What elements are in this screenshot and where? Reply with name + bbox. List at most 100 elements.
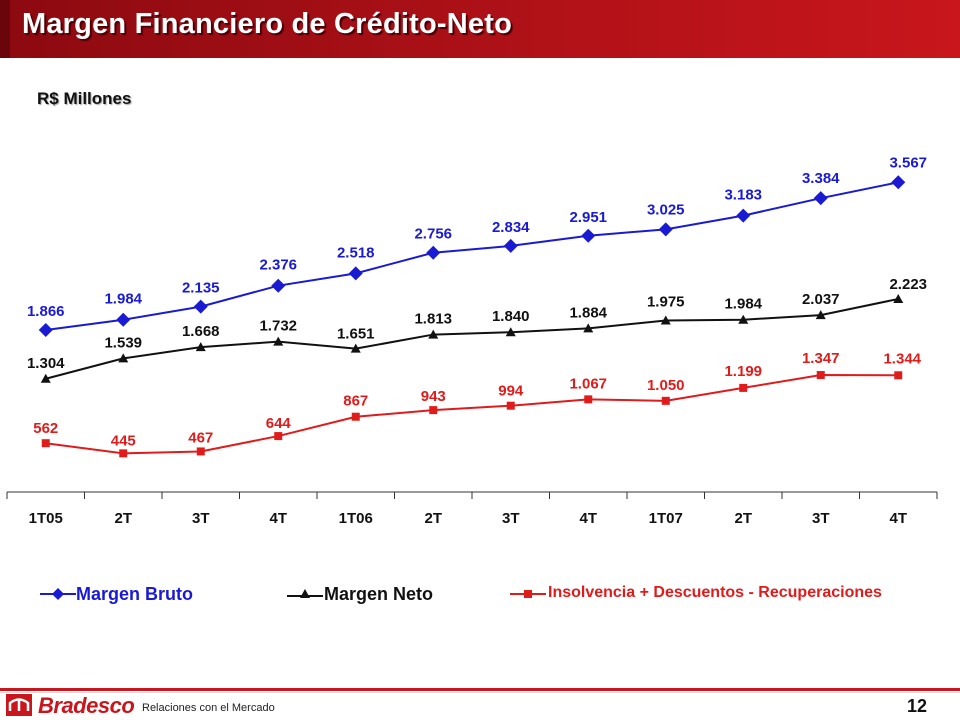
data-label: 1.067 <box>569 375 607 392</box>
legend-label-bruto: Margen Bruto <box>76 584 193 604</box>
series-line <box>45 297 899 380</box>
data-point-marker <box>505 327 516 337</box>
x-tick-label: 2T <box>114 510 132 527</box>
data-label: 1.866 <box>27 303 65 320</box>
data-label: 2.951 <box>569 209 607 226</box>
data-label: 644 <box>266 415 292 432</box>
x-tick-label: 1T05 <box>29 510 63 527</box>
bradesco-logo-icon <box>6 694 32 716</box>
data-point-marker <box>661 396 670 405</box>
data-label: 1.984 <box>724 296 762 313</box>
legend-triangle-icon <box>287 589 323 598</box>
data-point-marker <box>816 371 825 380</box>
data-point-marker <box>428 329 439 339</box>
x-tick-label: 3T <box>192 510 210 527</box>
data-label: 1.651 <box>337 326 375 343</box>
data-label: 2.518 <box>337 244 375 261</box>
data-point-marker <box>118 353 129 363</box>
data-point-marker <box>894 371 903 380</box>
page-number: 12 <box>906 696 927 716</box>
data-label: 1.344 <box>883 350 921 367</box>
data-point-marker <box>273 336 284 346</box>
data-label: 3.025 <box>647 201 685 218</box>
data-label: 1.539 <box>104 334 142 351</box>
x-tick-label: 2T <box>734 510 752 527</box>
legend-diamond-icon <box>40 588 76 600</box>
data-point-marker <box>658 222 673 237</box>
data-point-marker <box>660 315 671 325</box>
data-label: 562 <box>33 420 58 437</box>
data-label: 1.975 <box>647 294 685 311</box>
data-point-marker <box>738 314 749 324</box>
data-label: 3.183 <box>724 187 762 204</box>
data-point-marker <box>195 342 206 352</box>
data-label: 3.567 <box>889 154 927 171</box>
data-label: 2.756 <box>414 226 452 243</box>
data-label: 2.834 <box>492 219 530 236</box>
data-point-marker <box>426 245 441 260</box>
data-point-marker <box>119 449 128 458</box>
legend-square-icon <box>510 590 546 598</box>
page-title: Margen Financiero de Crédito-Neto <box>22 8 512 40</box>
x-tick-label: 4T <box>269 510 287 527</box>
footer-divider <box>0 688 960 691</box>
data-point-marker <box>350 343 361 353</box>
data-point-marker <box>581 228 596 243</box>
data-point-marker <box>429 406 438 415</box>
data-label: 1.984 <box>104 291 142 308</box>
data-label: 2.223 <box>889 276 927 293</box>
series-line <box>45 181 899 331</box>
brand-name: Bradesco <box>38 693 135 718</box>
units-label: R$ Millones <box>37 89 132 108</box>
data-point-marker <box>348 266 363 281</box>
data-point-marker <box>193 299 208 314</box>
data-point-marker <box>891 175 906 190</box>
footer-text: Relaciones con el Mercado <box>142 702 275 714</box>
data-label: 1.884 <box>569 304 607 321</box>
data-point-marker <box>739 383 748 392</box>
data-label: 1.347 <box>802 350 840 367</box>
data-label: 2.037 <box>802 291 840 308</box>
x-tick-label: 1T07 <box>649 510 683 527</box>
data-label: 2.376 <box>259 257 297 274</box>
data-point-marker <box>506 401 515 410</box>
x-tick-label: 3T <box>502 510 520 527</box>
data-point-marker <box>196 447 205 456</box>
data-label: 1.304 <box>27 355 65 372</box>
x-tick-label: 4T <box>889 510 907 527</box>
title-bar: Margen Financiero de Crédito-Neto <box>0 0 960 58</box>
footer-divider-shadow <box>0 692 960 693</box>
legend-label-insolvencia: Insolvencia + Descuentos - Recuperacione… <box>548 584 882 601</box>
data-point-marker <box>584 395 593 404</box>
series-line <box>45 374 899 455</box>
data-label: 2.135 <box>182 280 220 297</box>
data-label: 1.813 <box>414 311 452 328</box>
data-point-marker <box>815 310 826 320</box>
data-label: 445 <box>111 432 136 449</box>
data-label: 1.732 <box>259 318 297 335</box>
data-point-marker <box>274 432 283 441</box>
data-label: 3.384 <box>802 170 840 187</box>
x-tick-label: 3T <box>812 510 830 527</box>
data-point-marker <box>38 322 53 337</box>
data-point-marker <box>813 191 828 206</box>
x-tick-label: 4T <box>579 510 597 527</box>
data-point-marker <box>583 323 594 333</box>
data-point-marker <box>40 373 51 383</box>
data-label: 994 <box>498 383 524 400</box>
data-point-marker <box>503 238 518 253</box>
data-label: 1.050 <box>647 377 685 394</box>
legend-label-neto: Margen Neto <box>324 584 434 604</box>
data-point-marker <box>116 312 131 327</box>
data-label: 943 <box>421 388 446 405</box>
data-label: 867 <box>343 393 368 410</box>
data-label: 1.840 <box>492 308 530 325</box>
data-label: 1.668 <box>182 323 220 340</box>
data-point-marker <box>41 439 50 448</box>
data-point-marker <box>893 293 904 303</box>
data-label: 467 <box>188 429 213 446</box>
data-point-marker <box>351 412 360 421</box>
x-tick-label: 1T06 <box>339 510 373 527</box>
x-tick-label: 2T <box>424 510 442 527</box>
data-point-marker <box>736 208 751 223</box>
